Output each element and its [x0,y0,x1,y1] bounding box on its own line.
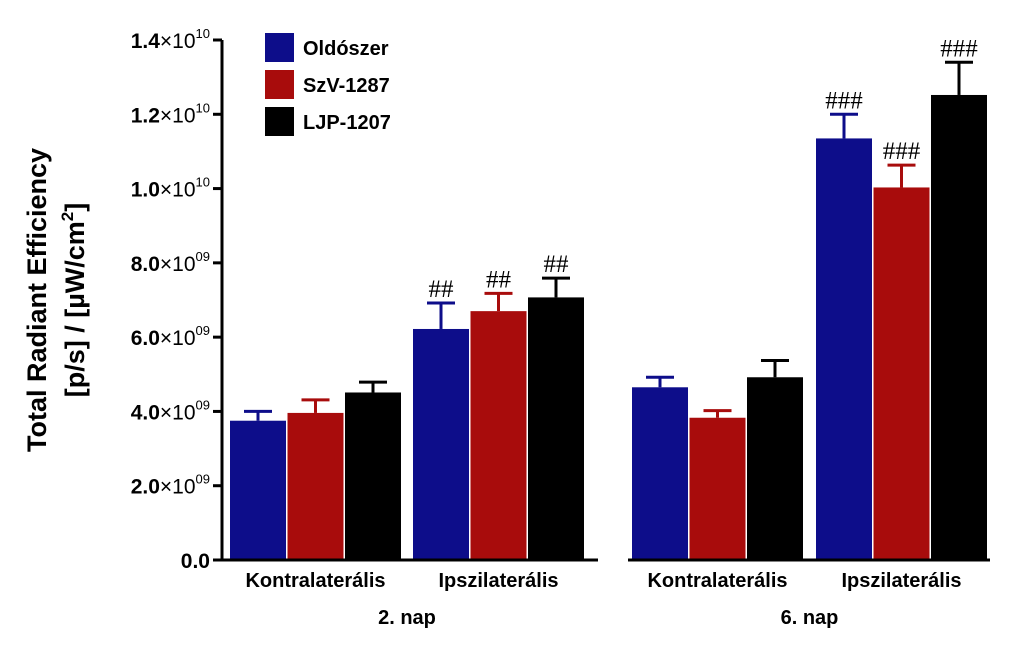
bar [345,392,401,560]
x-category-label: Kontralaterális [245,570,385,592]
legend-swatch [265,107,294,136]
legend-swatch [265,70,294,99]
y-axis-title-line2: [p/s] / [µW/cm2] [58,203,90,398]
bar [470,311,527,560]
bar [689,417,746,560]
bar [632,387,688,560]
legend-swatch [265,33,294,62]
y-axis-title: Total Radiant Efficiency [p/s] / [µW/cm2… [22,148,90,452]
y-tick-label: 1.4×1010​ [131,26,210,53]
x-category-label: Ipszilaterális [841,570,961,592]
y-tick-label: 2.0×1009​ [131,472,210,499]
significance-label: ## [486,266,512,293]
x-group-label: 2. nap [378,607,436,629]
legend: Oldószer SzV-1287 LJP-1207 [265,33,391,136]
bar [230,420,286,560]
y-axis-title-line1: Total Radiant Efficiency [22,148,52,452]
legend-label: SzV-1287 [303,75,390,97]
significance-label: ### [940,35,978,62]
significance-label: ## [544,251,570,278]
y-tick-label: 8.0×1009​ [131,249,210,276]
x-group-label: 6. nap [781,607,839,629]
bar [747,377,803,560]
bar [287,412,344,560]
y-axis: 0.0 2.0×1009​ 4.0×1009​ 6.0×1009​ 8.0×1009​ 1… [131,26,224,573]
y-tick-label: 1.0×1010​ [131,175,210,202]
x-category-label: Kontralaterális [647,570,787,592]
y-tick-label: 1.2×1010​ [131,100,210,127]
bar [931,94,987,560]
significance-label: ### [883,138,921,165]
bar [528,297,584,560]
bars: ############### [230,35,987,560]
y-tick-label: 6.0×1009​ [131,323,210,350]
legend-label: LJP-1207 [303,112,391,134]
legend-label: Oldószer [303,38,389,60]
x-category-label: Ipszilaterális [438,570,558,592]
y-tick-label: 0.0 [181,550,210,573]
bar [816,138,872,560]
bar [413,328,469,560]
significance-label: ## [429,276,455,303]
significance-label: ### [825,87,863,114]
bar [873,187,930,560]
y-tick-label: 4.0×1009​ [131,397,210,424]
